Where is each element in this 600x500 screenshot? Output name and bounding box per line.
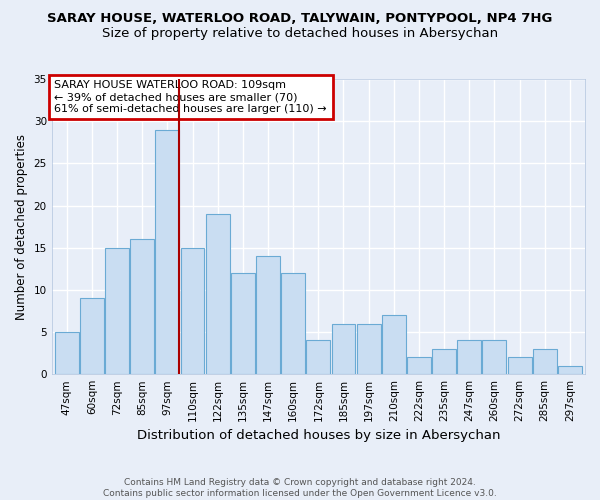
Bar — [482, 340, 506, 374]
Bar — [281, 273, 305, 374]
Bar — [206, 214, 230, 374]
Bar — [407, 358, 431, 374]
Bar — [533, 349, 557, 374]
Bar — [382, 315, 406, 374]
Bar — [356, 324, 380, 374]
Bar — [432, 349, 456, 374]
Bar — [457, 340, 481, 374]
Bar — [181, 248, 205, 374]
Text: SARAY HOUSE WATERLOO ROAD: 109sqm
← 39% of detached houses are smaller (70)
61% : SARAY HOUSE WATERLOO ROAD: 109sqm ← 39% … — [55, 80, 327, 114]
Text: SARAY HOUSE, WATERLOO ROAD, TALYWAIN, PONTYPOOL, NP4 7HG: SARAY HOUSE, WATERLOO ROAD, TALYWAIN, PO… — [47, 12, 553, 26]
Bar — [558, 366, 582, 374]
Text: Size of property relative to detached houses in Abersychan: Size of property relative to detached ho… — [102, 28, 498, 40]
Y-axis label: Number of detached properties: Number of detached properties — [15, 134, 28, 320]
Bar — [80, 298, 104, 374]
Bar — [307, 340, 330, 374]
Bar — [508, 358, 532, 374]
Text: Contains HM Land Registry data © Crown copyright and database right 2024.
Contai: Contains HM Land Registry data © Crown c… — [103, 478, 497, 498]
Bar — [332, 324, 355, 374]
Bar — [55, 332, 79, 374]
Bar — [130, 239, 154, 374]
Bar — [155, 130, 179, 374]
Bar — [231, 273, 255, 374]
Bar — [105, 248, 129, 374]
X-axis label: Distribution of detached houses by size in Abersychan: Distribution of detached houses by size … — [137, 430, 500, 442]
Bar — [256, 256, 280, 374]
